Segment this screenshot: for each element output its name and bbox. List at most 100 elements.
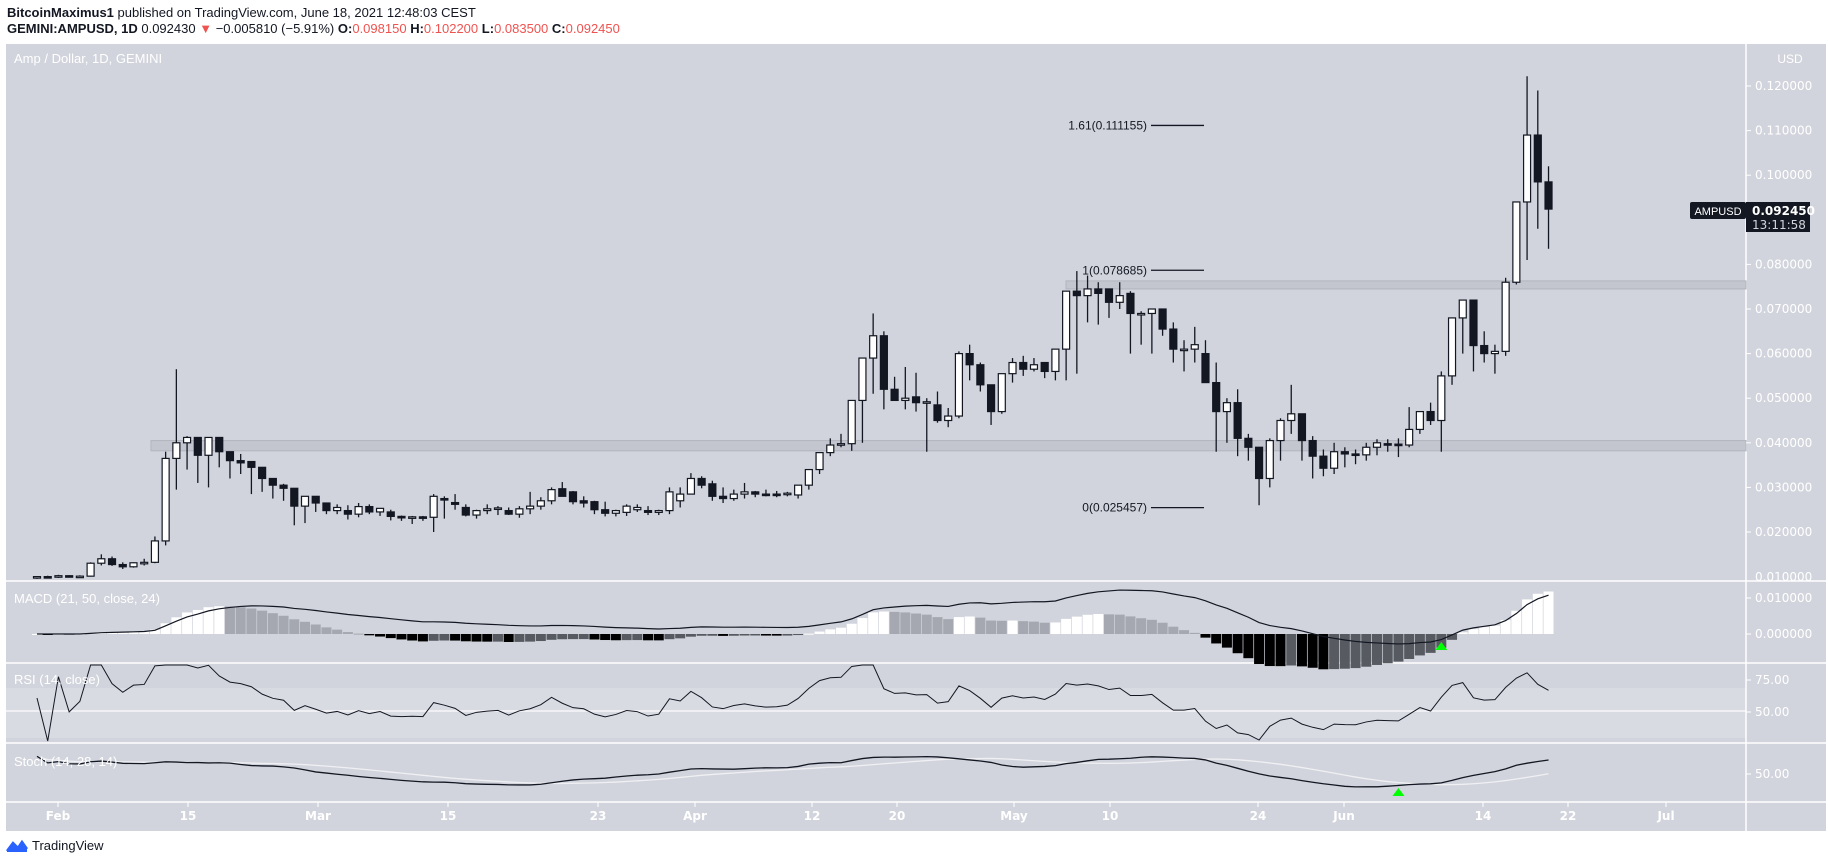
rsi-panel [36,664,1549,742]
macd-histogram-bar [771,634,782,636]
macd-histogram-bar [460,634,471,642]
candle-body [1362,446,1371,456]
candle-body [54,575,63,578]
price-tick-label: 0.010000 [1755,570,1812,584]
candle-body [1233,402,1242,439]
candle-body [1051,348,1060,373]
macd-histogram-bar [1028,621,1039,634]
candle-body [944,415,953,422]
price-tick-label: 0.070000 [1755,302,1812,316]
candle-body [397,515,406,519]
time-tick-label: 24 [1250,809,1267,823]
time-tick-label: Mar [305,809,331,823]
stoch-panel [36,755,1549,796]
macd-histogram-bar [1264,634,1275,667]
macd-histogram-bar [964,616,975,634]
candle-body [729,493,738,500]
macd-tick-label: 0.000000 [1755,627,1812,641]
candle-body [794,484,803,496]
macd-histogram-bar [953,617,964,634]
last-price: 0.092430 [141,21,196,36]
macd-histogram-bar [203,607,214,634]
macd-histogram-bar [514,634,525,642]
macd-histogram-bar [1479,627,1490,634]
candle-body [922,401,931,404]
macd-histogram-bar [1489,625,1500,634]
candle-body [1340,451,1349,455]
price-axis[interactable]: 0.120000 0.110000 0.100000 0.080000 0.070000… [1746,79,1812,781]
fibonacci-levels[interactable]: 1.61(0.111155) 1(0.078685) 0(0.025457) [1068,118,1204,515]
currency-label: USD [1777,52,1803,66]
macd-histogram-bar [117,631,128,634]
time-tick-label: 22 [1560,809,1577,823]
macd-histogram-bar [621,634,632,641]
candle-body [129,562,138,568]
macd-histogram-bar [1243,634,1254,659]
candle-body [976,364,985,386]
candle-body [268,477,277,486]
candlestick-series [32,76,1553,579]
candle-body [783,492,792,496]
macd-histogram-bar [1050,622,1061,634]
candle-body [483,508,492,512]
candle-body [418,516,428,519]
macd-histogram-bar [1232,634,1243,654]
publish-info: BitcoinMaximus1 published on TradingView… [7,5,476,20]
macd-histogram-bar [278,615,289,634]
macd-histogram-bar [1157,622,1168,634]
macd-histogram-bar [750,634,761,636]
macd-label[interactable]: MACD (21, 50, close, 24) [14,591,160,606]
candle-body [1265,439,1274,480]
macd-histogram-bar [160,623,171,634]
candle-body [1287,413,1296,422]
time-tick-label: 10 [1102,809,1119,823]
price-change: −0.005810 (−5.91%) [215,21,335,36]
macd-histogram-bar [857,618,868,634]
last-price-value: 0.092450 [1752,204,1815,218]
rsi-tick-label: 50.00 [1755,705,1789,719]
candle-body [386,511,395,517]
macd-histogram-bar [889,611,900,634]
publish-text: published on TradingView.com, June 18, 2… [113,5,476,20]
macd-histogram-bar [793,634,804,636]
symbol-name: GEMINI:AMPUSD, 1D [7,21,138,36]
macd-histogram-bar [246,608,257,634]
macd-histogram-bar [267,613,278,634]
candle-body [1083,288,1092,297]
candle-body [1490,350,1500,355]
candle-body [75,575,84,579]
candle-body [182,436,192,444]
stoch-label[interactable]: Stoch (14, 28, 14) [14,754,117,769]
candle-body [343,509,352,515]
candle-body [804,468,813,486]
time-tick-label: 14 [1475,809,1492,823]
time-tick-label: 15 [440,809,457,823]
signal-up-arrow-icon [1435,642,1448,650]
resistance-zone[interactable] [1065,280,1747,290]
candle-body [858,357,867,402]
macd-histogram-bar [407,634,418,641]
macd-histogram-bar [1329,634,1340,670]
candle-body [954,353,964,417]
macd-histogram-bar [653,634,664,641]
macd-histogram-bar [1179,630,1190,634]
author-name[interactable]: BitcoinMaximus1 [7,5,114,20]
candle-body [826,444,835,454]
rsi-label[interactable]: RSI (14, close) [14,672,100,687]
macd-histogram-bar [535,634,546,642]
candle-body [847,399,856,445]
candle-body [601,509,610,514]
macd-histogram-bar [600,634,611,641]
time-tick-label: 20 [889,809,906,823]
tradingview-brand[interactable]: TradingView [32,838,104,853]
candle-body [654,509,663,513]
candle-body [708,483,717,497]
candle-body [836,443,846,446]
chart-canvas[interactable]: 1.61(0.111155) 1(0.078685) 0(0.025457) 0.1… [0,0,1828,835]
candle-body [879,335,888,390]
candle-body [311,495,320,504]
macd-histogram-bar [482,634,493,642]
rsi-tick-label: 75.00 [1755,673,1789,687]
support-zone[interactable] [150,440,1747,452]
time-axis[interactable]: Feb 15 Mar 15 23 Apr 12 20 May 10 24 Jun 14 22 Jul [46,802,1675,823]
